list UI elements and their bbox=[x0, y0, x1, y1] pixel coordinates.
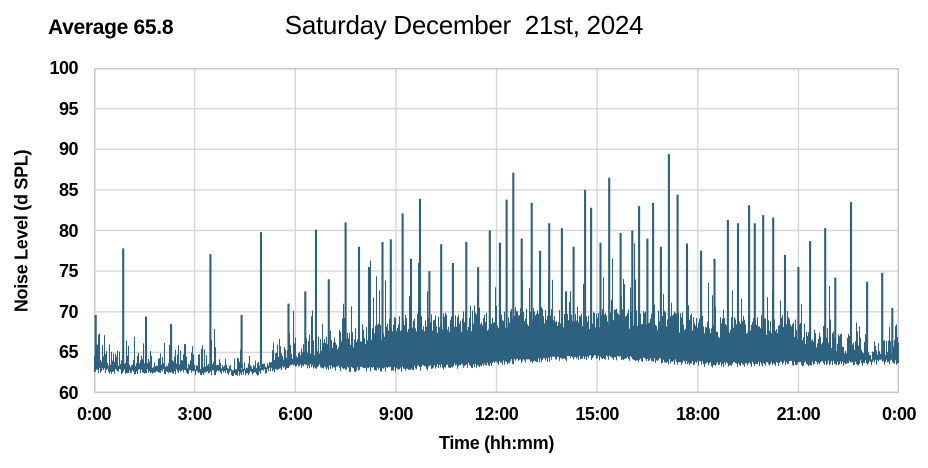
x-tick-label: 15:00 bbox=[575, 404, 619, 424]
y-tick-label: 100 bbox=[49, 58, 78, 78]
plot-area bbox=[94, 68, 899, 393]
x-tick-label: 9:00 bbox=[378, 404, 414, 424]
y-tick-label: 85 bbox=[58, 179, 79, 200]
y-tick-label: 90 bbox=[58, 139, 79, 160]
x-tick-label: 0:00 bbox=[881, 404, 917, 424]
chart-title: Saturday December 21st, 2024 bbox=[284, 10, 644, 40]
x-axis-title: Time (hh:mm) bbox=[438, 433, 555, 453]
x-tick-label: 3:00 bbox=[177, 404, 213, 424]
y-tick-label: 75 bbox=[58, 261, 79, 282]
y-tick-label: 95 bbox=[58, 98, 79, 119]
x-tick-label: 12:00 bbox=[474, 404, 519, 424]
y-tick-label: 60 bbox=[58, 383, 79, 403]
y-tick-label: 70 bbox=[58, 301, 79, 322]
noise-series-spikes bbox=[94, 154, 894, 369]
y-tick-label: 80 bbox=[58, 220, 79, 241]
average-annotation: Average 65.8 bbox=[48, 16, 174, 39]
y-tick-label: 65 bbox=[58, 342, 79, 363]
plot-border bbox=[94, 68, 899, 393]
x-tick-label: 0:00 bbox=[76, 404, 112, 424]
x-tick-label: 21:00 bbox=[776, 404, 821, 424]
x-tick-label: 6:00 bbox=[278, 404, 313, 424]
x-tick-label: 18:00 bbox=[675, 404, 720, 424]
